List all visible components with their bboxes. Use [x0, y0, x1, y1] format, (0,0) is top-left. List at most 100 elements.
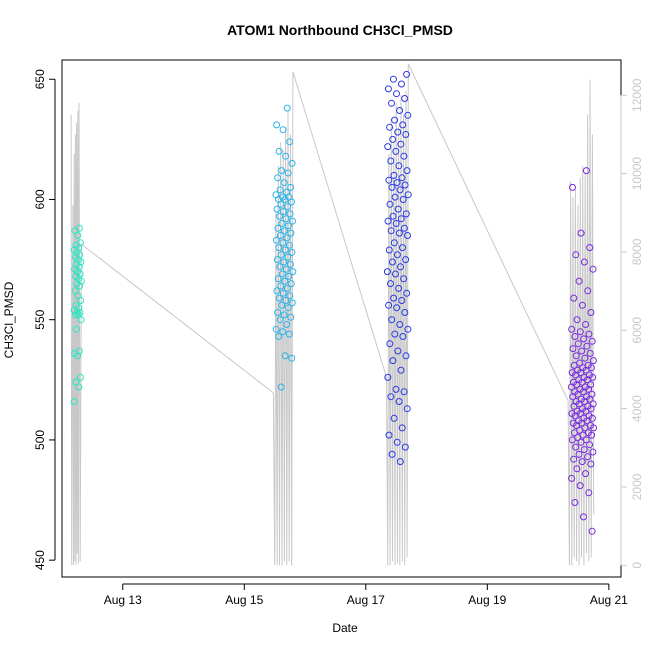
data-point [580, 513, 587, 521]
data-point [576, 359, 584, 367]
data-point [396, 186, 404, 194]
data-point [397, 366, 405, 374]
data-point [384, 143, 392, 151]
data-point [276, 212, 283, 220]
data-point [568, 325, 576, 333]
data-point [575, 450, 583, 458]
data-point [584, 429, 592, 437]
data-point [401, 443, 409, 451]
data-point [279, 328, 287, 336]
data-point [385, 431, 393, 439]
secondary-trace-layer [70, 63, 595, 566]
data-point [404, 325, 412, 333]
data-point [288, 248, 296, 256]
data-point [403, 289, 411, 297]
data-point [285, 222, 292, 230]
data-point [587, 381, 595, 389]
data-point [385, 301, 393, 309]
axes-layer: 450 500 550 600 650 Aug 13 Aug 15 Aug 17 Aug 19 A… [33, 59, 644, 607]
data-point [288, 299, 296, 307]
data-point [401, 309, 409, 316]
x-tick-label: Aug 19 [468, 593, 506, 607]
data-point [582, 321, 590, 328]
data-point [395, 229, 403, 237]
data-point [393, 90, 400, 98]
data-point [576, 482, 584, 490]
data-point [389, 135, 397, 143]
data-point [575, 277, 583, 285]
data-point [273, 287, 281, 295]
data-point [284, 203, 291, 211]
data-point [273, 121, 281, 129]
data-point [278, 220, 286, 227]
y-tick-label: 500 [33, 430, 47, 450]
data-point [388, 450, 396, 458]
data-point [392, 220, 400, 227]
data-point [403, 167, 411, 175]
data-point [388, 99, 395, 107]
data-point [390, 171, 398, 179]
data-point [383, 268, 391, 276]
data-point [391, 193, 399, 201]
data-point [277, 282, 285, 290]
data-point [285, 330, 293, 338]
data-point [571, 499, 579, 506]
y2-tick-label: 8000 [630, 238, 644, 265]
data-point [388, 258, 396, 266]
data-point [401, 181, 409, 189]
data-point [286, 260, 294, 268]
data-point [386, 200, 394, 208]
data-point [279, 193, 286, 201]
data-point [400, 152, 408, 160]
data-point [402, 352, 410, 360]
data-point [75, 224, 83, 232]
data-point [287, 313, 295, 321]
data-point [281, 277, 289, 285]
data-point [282, 152, 290, 160]
data-point [397, 263, 404, 271]
data-point [570, 294, 578, 302]
data-point [573, 465, 581, 473]
data-point [73, 325, 80, 333]
data-point [581, 354, 589, 362]
data-point [280, 179, 288, 187]
data-point [284, 304, 292, 312]
data-point [571, 333, 579, 340]
data-point [572, 443, 580, 451]
data-point [588, 527, 596, 535]
data-point [588, 390, 596, 398]
data-point [572, 251, 580, 259]
data-point [392, 147, 400, 155]
data-point [288, 159, 296, 167]
data-point [572, 352, 580, 360]
data-point [397, 140, 405, 148]
data-point [396, 458, 404, 466]
data-point [586, 349, 594, 357]
data-point [288, 354, 296, 362]
data-point [396, 107, 404, 114]
data-point [394, 128, 402, 136]
data-point [398, 80, 405, 88]
data-point [274, 309, 282, 316]
data-point [393, 438, 401, 446]
data-point [569, 345, 577, 353]
data-point [396, 321, 404, 328]
data-point [272, 191, 280, 199]
data-point [282, 297, 290, 304]
data-point [398, 174, 406, 182]
data-point [399, 333, 407, 340]
data-point [386, 340, 394, 348]
x-tick-label: Aug 13 [104, 593, 142, 607]
data-point [385, 176, 393, 184]
data-point [404, 232, 411, 239]
data-point [574, 340, 582, 348]
data-point [274, 275, 282, 283]
data-point [582, 470, 589, 478]
data-point [280, 311, 288, 319]
y2-tick-label: 10000 [630, 157, 644, 191]
data-point [578, 347, 586, 355]
data-point [395, 398, 403, 405]
data-point [587, 460, 595, 468]
data-point [395, 284, 403, 292]
data-point [283, 321, 291, 328]
